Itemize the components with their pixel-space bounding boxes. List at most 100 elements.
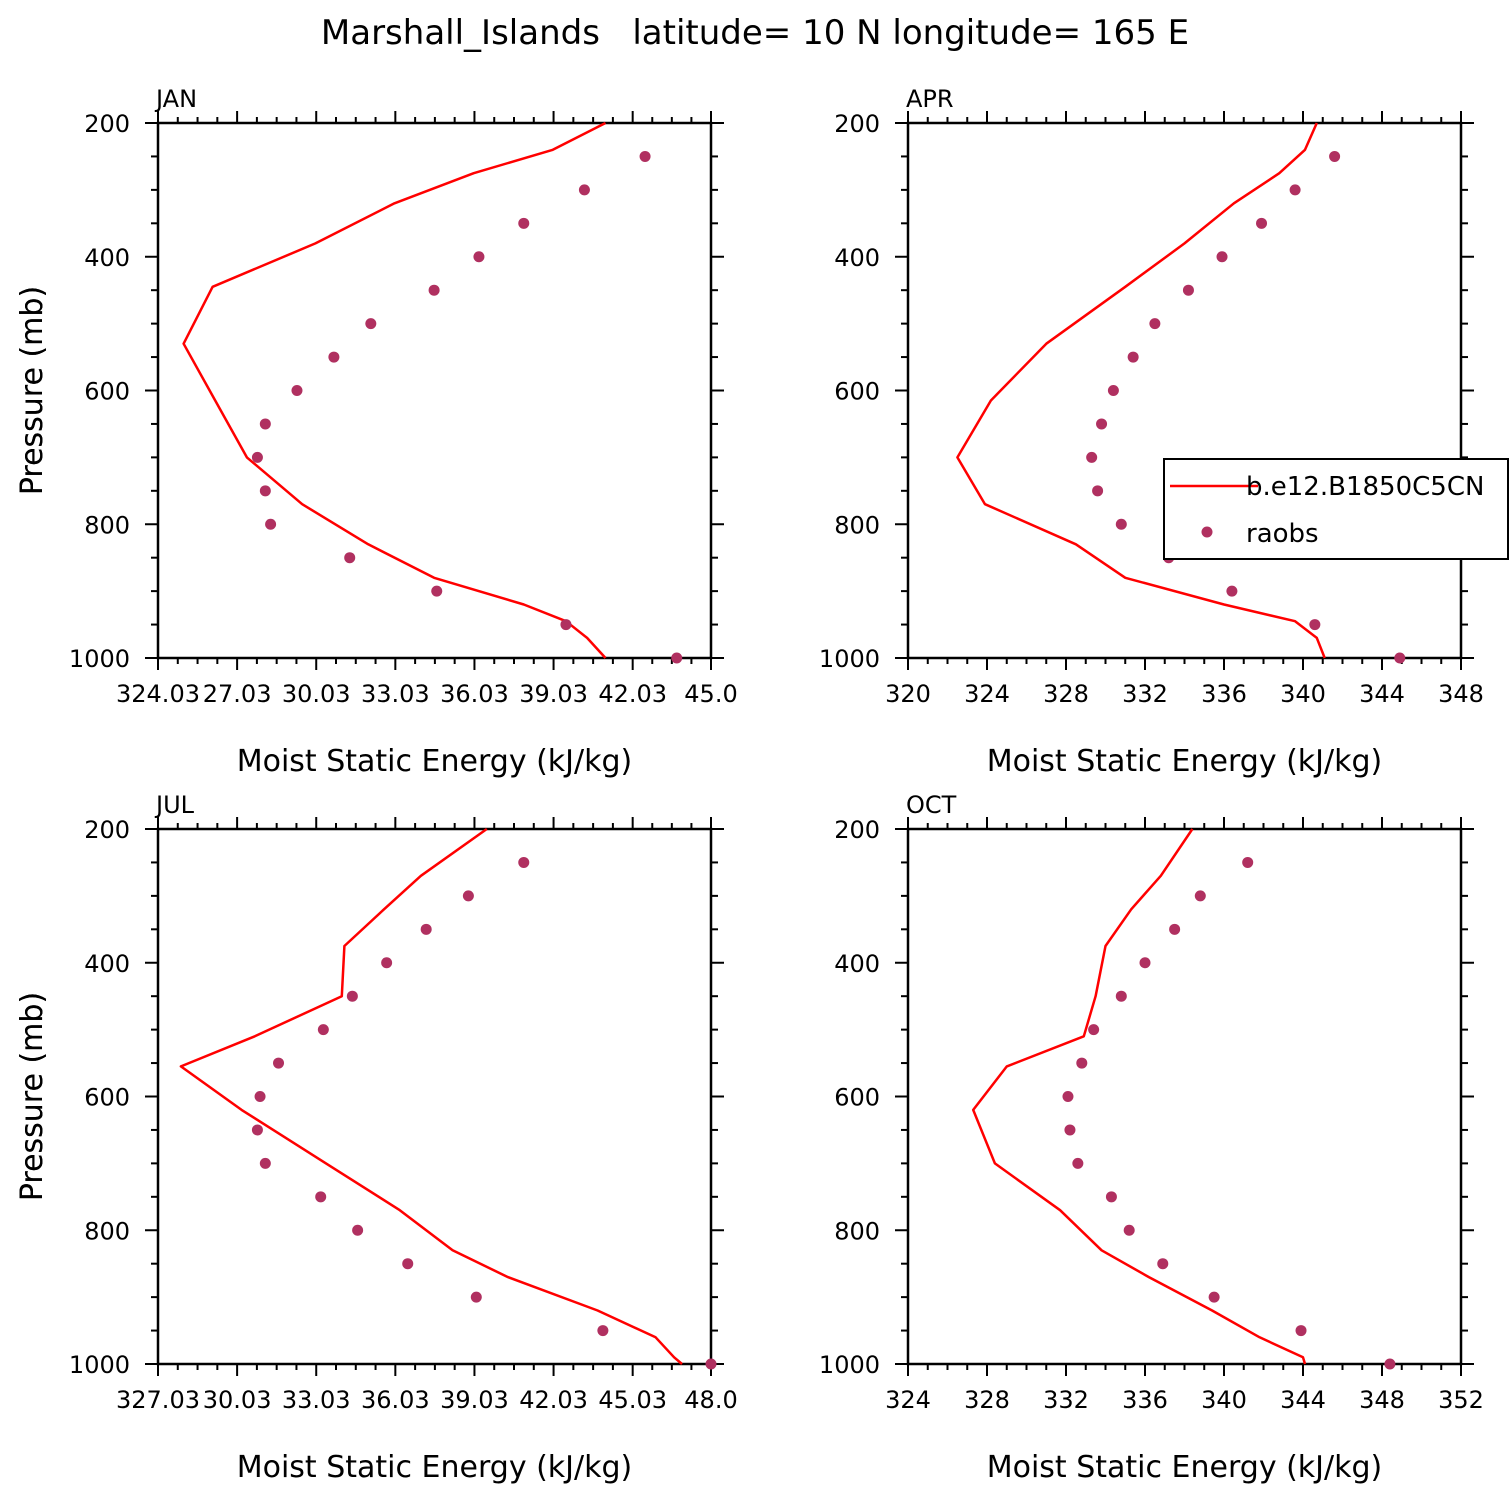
y-tick-label: 400 xyxy=(834,244,880,272)
x-tick-label: 344 xyxy=(1359,680,1405,708)
raobs-point xyxy=(671,652,683,664)
y-axis-title: Pressure (mb) xyxy=(15,992,50,1201)
x-tick-label: 39.03 xyxy=(440,1386,509,1414)
raobs-point xyxy=(1242,856,1254,868)
raobs-point xyxy=(1226,585,1238,597)
raobs-point xyxy=(251,1124,263,1136)
raobs-point xyxy=(462,890,474,902)
x-tick-label: 42.03 xyxy=(598,680,667,708)
raobs-point xyxy=(344,552,356,564)
x-tick-label: 348 xyxy=(1359,1386,1405,1414)
y-tick-label: 1000 xyxy=(819,1351,880,1379)
y-tick-label: 600 xyxy=(84,378,130,406)
y-tick-label: 200 xyxy=(834,816,880,844)
raobs-point xyxy=(328,351,340,363)
panels: 324.03 27.03 30.03 33.03 36.03 39.03 42.03 45.0… xyxy=(15,85,1509,1485)
raobs-point xyxy=(1394,652,1406,664)
raobs-point xyxy=(639,150,651,162)
raobs-point xyxy=(259,418,271,430)
raobs-point xyxy=(1216,251,1228,263)
raobs-point xyxy=(1149,318,1161,330)
y-tick-label: 600 xyxy=(834,378,880,406)
x-tick-label: 33.03 xyxy=(361,680,430,708)
raobs-point xyxy=(381,957,393,969)
raobs-point xyxy=(259,1157,271,1169)
x-tick-label: 336 xyxy=(1201,680,1247,708)
x-tick-label: 36.03 xyxy=(440,680,509,708)
raobs-point xyxy=(1256,217,1268,229)
x-tick-label: 36.03 xyxy=(361,1386,430,1414)
x-axis-title: Moist Static Energy (kJ/kg) xyxy=(237,744,633,779)
raobs-point xyxy=(1182,284,1194,296)
raobs-point xyxy=(560,619,572,631)
figure-title: Marshall_Islands latitude= 10 N longitud… xyxy=(321,13,1189,53)
y-tick-label: 800 xyxy=(834,511,880,539)
y-tick-label: 400 xyxy=(84,244,130,272)
x-tick-label: 27.03 xyxy=(203,680,272,708)
y-tick-label: 800 xyxy=(834,1217,880,1245)
x-axis-title: Moist Static Energy (kJ/kg) xyxy=(237,1450,633,1485)
raobs-point xyxy=(1062,1091,1074,1102)
raobs-point xyxy=(1115,990,1127,1002)
raobs-point xyxy=(1088,1024,1100,1036)
raobs-point xyxy=(597,1325,609,1337)
raobs-point xyxy=(428,284,440,296)
y-tick-label: 400 xyxy=(84,950,130,978)
raobs-point xyxy=(402,1258,414,1270)
y-axis-title: Pressure (mb) xyxy=(15,992,50,1201)
legend-marker-swatch xyxy=(1201,526,1213,538)
y-axis-title: Pressure (mb) xyxy=(15,286,50,495)
x-tick-label: 348 xyxy=(1438,680,1484,708)
panel-jan: 324.03 27.03 30.03 33.03 36.03 39.03 42.03 45.0… xyxy=(15,85,738,779)
raobs-point xyxy=(470,1291,482,1303)
raobs-point xyxy=(1107,385,1119,396)
x-tick-label: 340 xyxy=(1280,680,1326,708)
raobs-point xyxy=(578,184,590,196)
raobs-point xyxy=(273,1057,285,1069)
y-tick-label: 200 xyxy=(84,110,130,138)
raobs-point xyxy=(1139,957,1151,969)
plot-frame xyxy=(906,827,1463,1366)
x-tick-label: 320 xyxy=(885,680,931,708)
x-tick-label: 344 xyxy=(1280,1386,1326,1414)
raobs-point xyxy=(315,1191,327,1203)
y-tick-label: 200 xyxy=(84,816,130,844)
raobs-point xyxy=(259,485,271,497)
x-tick-label: 42.03 xyxy=(519,1386,588,1414)
y-tick-label: 1000 xyxy=(819,645,880,673)
raobs-point xyxy=(265,518,277,530)
y-tick-label: 200 xyxy=(834,110,880,138)
y-tick-label: 800 xyxy=(84,511,130,539)
x-tick-label: 327.03 xyxy=(116,1386,200,1414)
raobs-point xyxy=(473,251,485,263)
raobs-point xyxy=(1384,1358,1396,1370)
raobs-point xyxy=(1092,485,1104,497)
model-profile-line xyxy=(956,122,1326,659)
raobs-point xyxy=(518,217,530,229)
raobs-point xyxy=(1105,1191,1117,1203)
raobs-point xyxy=(317,1024,329,1036)
raobs-point xyxy=(1127,351,1139,363)
raobs-point xyxy=(431,585,443,597)
x-tick-label: 352 xyxy=(1438,1386,1484,1414)
raobs-point xyxy=(1072,1157,1084,1169)
raobs-point xyxy=(1309,619,1321,631)
panel-apr: 320 324 328 332 336 340 344 348 200 400 600 800 1000… xyxy=(15,85,1509,779)
raobs-point xyxy=(705,1358,717,1370)
x-tick-label: 328 xyxy=(964,1386,1010,1414)
raobs-point xyxy=(1329,150,1341,162)
raobs-point xyxy=(1096,418,1108,430)
raobs-point xyxy=(251,451,263,463)
x-tick-label: 332 xyxy=(1043,1386,1089,1414)
panel-jul: 327.03 30.03 33.03 36.03 39.03 42.03 45.03 48.0… xyxy=(15,791,738,1485)
panel-month-label: JAN xyxy=(154,85,197,113)
x-tick-label: 30.03 xyxy=(282,680,351,708)
model-profile-line xyxy=(182,121,607,659)
raobs-point xyxy=(1076,1057,1088,1069)
raobs-point xyxy=(1208,1291,1220,1303)
legend-obs-label: raobs xyxy=(1246,519,1319,549)
raobs-point xyxy=(291,385,303,396)
raobs-point xyxy=(1157,1258,1169,1270)
x-tick-label: 324 xyxy=(964,680,1010,708)
plot-frame xyxy=(906,121,1463,660)
